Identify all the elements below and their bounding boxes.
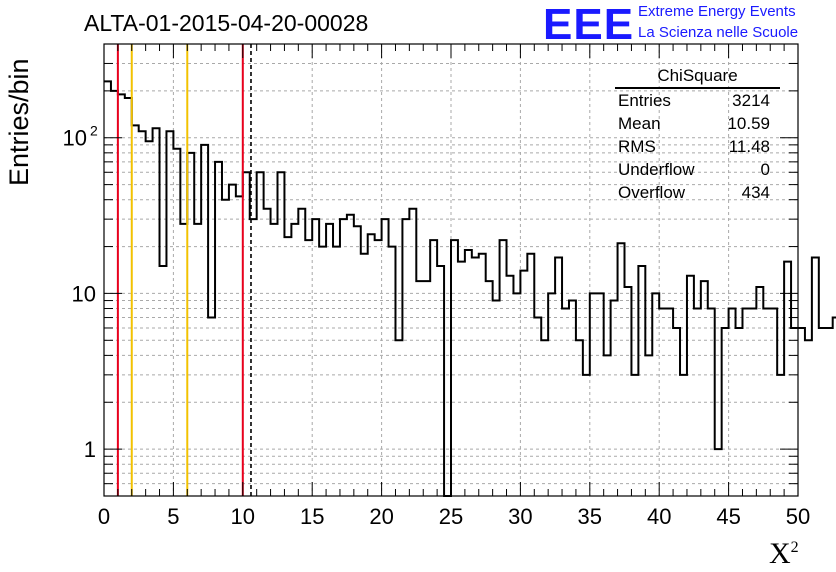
stats-value: 3214 (732, 91, 770, 110)
stats-label: Mean (618, 114, 661, 133)
stats-value: 10.59 (727, 114, 770, 133)
y-tick-label: 10 (72, 281, 96, 306)
stats-box: ChiSquare Entries 3214 Mean 10.59 RMS 11… (612, 66, 780, 204)
x-tick-label: 10 (231, 504, 255, 529)
x-tick-label: 0 (98, 504, 110, 529)
x-axis-label-sup: 2 (790, 539, 799, 556)
stats-row-overflow: Overflow 434 (612, 181, 780, 204)
x-tick-label: 30 (508, 504, 532, 529)
y-axis-label: Entries/bin (4, 58, 34, 186)
x-tick-label: 40 (647, 504, 671, 529)
x-tick-label: 45 (716, 504, 740, 529)
stats-row-entries: Entries 3214 (612, 89, 780, 112)
stats-value: 11.48 (728, 137, 770, 156)
chart-title: ALTA-01-2015-04-20-00028 (84, 10, 369, 36)
y-tick-label: 10 (63, 126, 87, 151)
histogram-series (104, 80, 836, 497)
y-tick-label-sup: 2 (90, 123, 98, 139)
x-axis-label-text: X (769, 537, 791, 570)
y-tick-label: 1 (84, 437, 96, 462)
stats-row-underflow: Underflow 0 (612, 158, 780, 181)
stats-title: ChiSquare (615, 66, 780, 89)
x-tick-label: 35 (578, 504, 602, 529)
eee-logo: EEE (543, 0, 635, 49)
stats-row-rms: RMS 11.48 (612, 135, 780, 158)
x-tick-label: 15 (300, 504, 324, 529)
x-tick-label: 50 (786, 504, 810, 529)
logo-line-1: Extreme Energy Events (638, 3, 796, 20)
x-tick-label: 25 (439, 504, 463, 529)
stats-label: Entries (618, 91, 671, 110)
stats-value: 0 (760, 160, 770, 179)
stats-label: Underflow (618, 160, 695, 179)
stats-row-mean: Mean 10.59 (612, 112, 780, 135)
stats-label: Overflow (618, 183, 686, 202)
x-tick-label: 20 (369, 504, 393, 529)
logo-line-2: La Scienza nelle Scuole (638, 24, 799, 41)
x-axis-label: X2 (769, 537, 799, 571)
x-tick-label: 5 (167, 504, 179, 529)
stats-value: 434 (741, 183, 770, 202)
stats-label: RMS (618, 137, 656, 156)
